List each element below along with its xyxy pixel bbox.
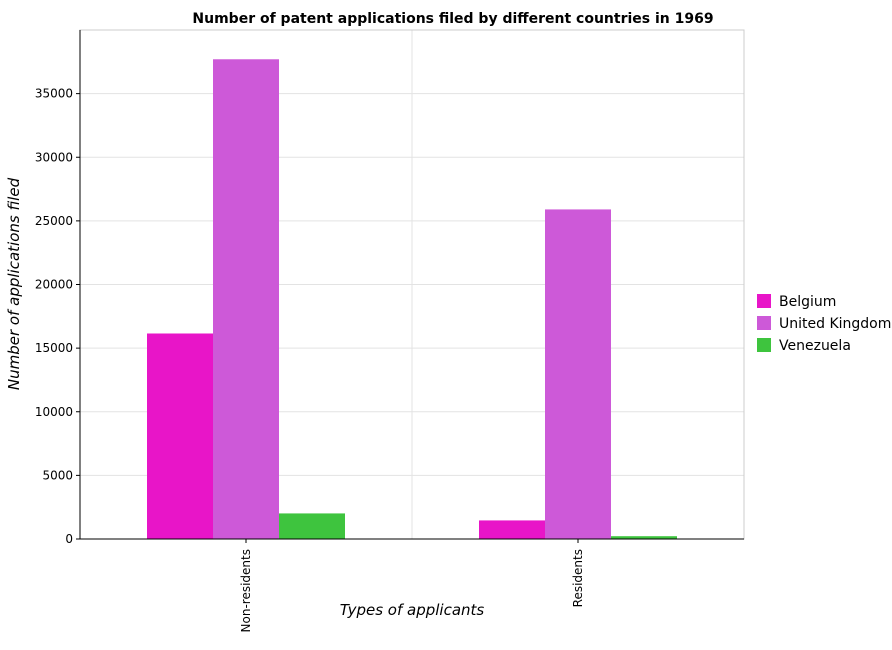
legend: Belgium United Kingdom Venezuela — [757, 294, 891, 354]
y-tick-label: 30000 — [35, 150, 73, 164]
bar-venezuela-non-residents — [279, 513, 345, 539]
y-tick-label: 0 — [65, 532, 73, 546]
legend-swatch — [757, 316, 771, 330]
bar-united-kingdom-non-residents — [213, 59, 279, 540]
y-tick-label: 10000 — [35, 405, 73, 419]
chart-title: Number of patent applications filed by d… — [192, 11, 713, 27]
bar-belgium-non-residents — [147, 333, 213, 539]
bar-united-kingdom-residents — [545, 209, 611, 540]
x-tick-label: Residents — [571, 549, 585, 607]
x-tick-label: Non-residents — [239, 549, 253, 632]
y-tick-label: 5000 — [42, 468, 73, 482]
y-tick-label: 15000 — [35, 341, 73, 355]
y-axis-label: Number of applications filed — [5, 177, 23, 390]
legend-label: Venezuela — [779, 338, 851, 354]
legend-swatch — [757, 294, 771, 308]
y-tick-label: 20000 — [35, 278, 73, 292]
legend-label: United Kingdom — [779, 316, 891, 332]
legend-swatch — [757, 338, 771, 352]
x-ticks: Non-residents Residents — [239, 539, 585, 632]
bars — [147, 59, 677, 540]
y-tick-label: 35000 — [35, 87, 73, 101]
y-tick-label: 25000 — [35, 214, 73, 228]
legend-label: Belgium — [779, 294, 836, 310]
bar-venezuela-residents — [611, 536, 677, 539]
y-ticks: 0 5000 10000 15000 20000 25000 30000 35000 — [35, 87, 80, 546]
bar-belgium-residents — [479, 520, 545, 539]
x-axis-label: Types of applicants — [340, 601, 485, 619]
